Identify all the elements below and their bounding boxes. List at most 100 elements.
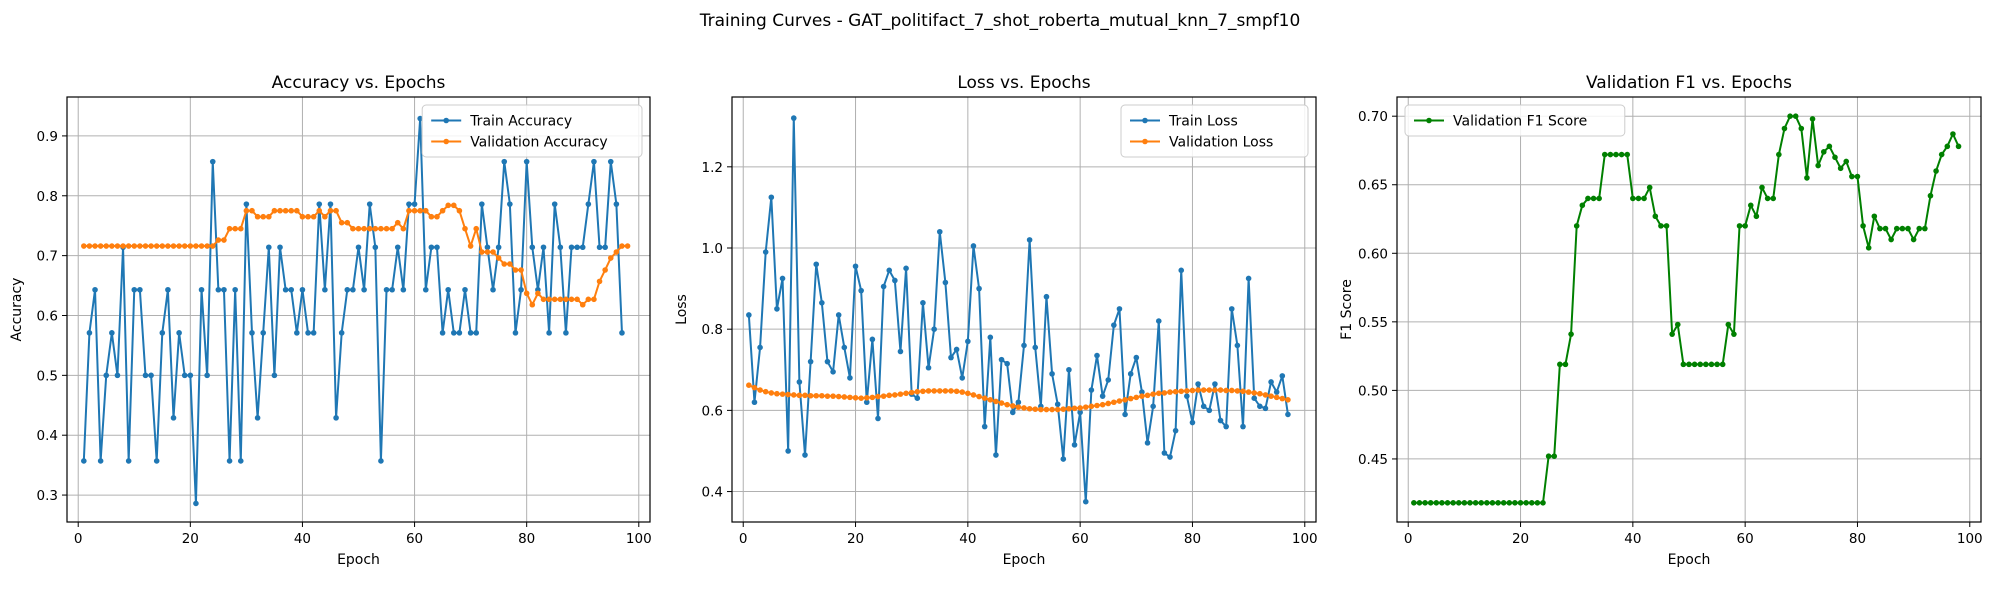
f1-series-validation-f1-score [1411,113,1962,506]
f1-point-validation-f1-score [1455,500,1462,506]
loss-point-train-loss [948,354,954,361]
loss-xtick-label: 20 [847,531,864,547]
f1-axes-frame [1396,96,1982,523]
accuracy-point-train-accuracy [170,415,177,421]
accuracy-point-validation-accuracy [294,207,300,214]
loss-point-validation-loss [751,384,758,391]
accuracy-point-validation-accuracy [563,296,569,303]
loss-point-validation-loss [774,390,780,397]
loss-point-train-loss [1234,342,1241,349]
loss-point-validation-loss [1054,406,1061,413]
accuracy-point-validation-accuracy [456,207,463,214]
loss-point-train-loss [1268,379,1274,385]
f1-point-validation-f1-score [1590,195,1597,202]
loss-point-validation-loss [897,391,904,397]
loss-point-validation-loss [1279,395,1286,402]
accuracy-point-validation-accuracy [254,213,261,220]
loss-legend-label: Validation Loss [1169,135,1273,151]
f1-point-validation-f1-score [1927,192,1934,199]
f1-point-validation-f1-score [1596,195,1602,202]
accuracy-point-train-accuracy [574,244,580,251]
accuracy-point-train-accuracy [479,201,485,207]
loss-point-train-loss [993,452,999,458]
accuracy-point-validation-accuracy [249,207,255,214]
f1-ytick-label: 0.60 [1358,246,1388,262]
loss-point-validation-loss [1094,402,1100,409]
accuracy-point-validation-accuracy [137,243,143,249]
f1-point-validation-f1-score [1849,173,1855,180]
loss-point-train-loss [1043,293,1050,300]
accuracy-point-validation-accuracy [484,249,491,255]
loss-point-validation-loss [785,391,791,398]
f1-point-validation-f1-score [1950,131,1956,137]
accuracy-point-validation-accuracy [529,301,536,308]
accuracy-point-train-accuracy [383,286,390,293]
loss-point-validation-loss [1049,406,1055,413]
loss-point-train-loss [1099,393,1106,399]
f1-point-validation-f1-score [1877,225,1883,232]
f1-xtick-label: 0 [1404,531,1413,547]
loss-point-validation-loss [863,394,870,401]
accuracy-point-train-accuracy [473,330,480,336]
f1-point-validation-f1-score [1439,500,1445,506]
accuracy-point-validation-accuracy [187,243,194,249]
loss-point-validation-loss [847,394,853,401]
f1-point-validation-f1-score [1545,453,1552,459]
loss-point-train-loss [1240,423,1246,430]
loss-point-train-loss [869,336,876,343]
loss-point-validation-loss [1184,388,1190,394]
loss-point-validation-loss [1155,390,1162,397]
loss-point-validation-loss [1273,394,1280,401]
loss-y-axis-label: Loss [674,294,690,325]
loss-point-train-loss [880,283,887,290]
loss-point-train-loss [1251,395,1258,401]
accuracy-point-train-accuracy [602,244,608,251]
accuracy-point-train-accuracy [226,458,233,464]
loss-point-train-loss [1200,403,1207,410]
accuracy-point-train-accuracy [181,372,188,379]
accuracy-point-train-accuracy [221,286,227,293]
f1-point-validation-f1-score [1764,195,1771,202]
loss-point-train-loss [819,300,825,306]
f1-point-validation-f1-score [1837,165,1844,172]
accuracy-point-train-accuracy [484,244,491,251]
loss-axes-frame [731,96,1317,523]
accuracy-point-train-accuracy [540,244,547,251]
f1-point-validation-f1-score [1484,500,1490,506]
loss-ytick-label: 1.2 [702,160,723,176]
accuracy-point-train-accuracy [495,244,502,251]
accuracy-point-validation-accuracy [406,207,412,214]
f1-point-validation-f1-score [1528,500,1535,506]
accuracy-point-validation-accuracy [551,296,558,303]
loss-point-validation-loss [852,394,859,401]
f1-point-validation-f1-score [1719,361,1726,368]
accuracy-legend-label: Validation Accuracy [470,135,608,151]
accuracy-legend: Train Accuracy Validation Accuracy [421,104,643,158]
accuracy-axes-frame [66,96,651,523]
accuracy-point-train-accuracy [153,458,160,464]
loss-point-train-loss [830,369,836,375]
accuracy-point-validation-accuracy [411,207,418,214]
accuracy-point-train-accuracy [165,286,171,293]
loss-point-train-loss [965,338,971,345]
f1-point-validation-f1-score [1641,195,1647,202]
f1-point-validation-f1-score [1523,500,1529,506]
accuracy-point-validation-accuracy [215,237,222,243]
accuracy-ytick-label: 0.7 [37,249,58,265]
f1-point-validation-f1-score [1714,361,1720,368]
loss-point-train-loss [1161,450,1168,456]
loss-point-train-loss [897,348,904,355]
f1-point-validation-f1-score [1798,125,1805,132]
loss-point-train-loss [751,399,758,406]
f1-xtick-label: 60 [1737,531,1754,547]
accuracy-point-train-accuracy [299,286,306,293]
f1-point-validation-f1-score [1562,361,1569,368]
f1-point-validation-f1-score [1500,500,1507,506]
f1-point-validation-f1-score [1411,500,1417,506]
accuracy-point-train-accuracy [467,330,474,336]
f1-point-validation-f1-score [1955,143,1962,150]
accuracy-point-train-accuracy [237,458,244,464]
f1-point-validation-f1-score [1613,151,1619,158]
accuracy-x-axis-label: Epoch [337,552,380,568]
accuracy-point-train-accuracy [428,244,435,251]
